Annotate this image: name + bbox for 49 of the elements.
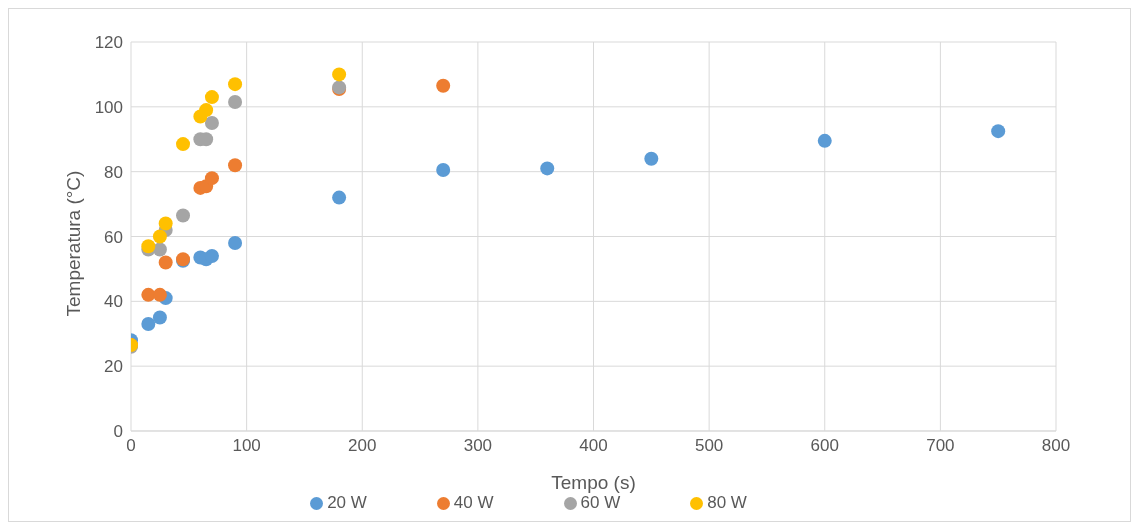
point — [204, 248, 219, 263]
y-tick-label: 20 — [104, 357, 123, 377]
legend-label: 20 W — [327, 493, 367, 512]
y-tick-label: 60 — [104, 227, 123, 247]
point — [141, 287, 156, 302]
x-tick-label: 800 — [1041, 436, 1071, 456]
legend-label: 40 W — [453, 493, 494, 512]
point — [228, 158, 243, 173]
point — [199, 103, 214, 118]
y-tick-label: 80 — [104, 162, 123, 182]
x-tick-label: 600 — [810, 436, 839, 456]
point — [436, 78, 451, 93]
x-tick-label: 100 — [232, 436, 261, 456]
point — [817, 133, 832, 148]
point — [152, 229, 167, 244]
point — [158, 255, 173, 270]
x-tick-label: 0 — [126, 436, 136, 456]
point — [644, 151, 659, 166]
point — [436, 163, 451, 178]
point — [228, 235, 243, 250]
point — [540, 161, 555, 176]
point — [152, 242, 167, 257]
x-tick-label: 300 — [463, 436, 493, 456]
point — [204, 116, 219, 131]
point — [332, 67, 347, 82]
x-tick-label: 500 — [694, 436, 724, 456]
point — [991, 124, 1006, 139]
point — [152, 310, 167, 325]
point — [204, 90, 219, 105]
point — [332, 190, 347, 205]
x-tick-label: 200 — [348, 436, 377, 456]
x-tick-label: 400 — [579, 436, 608, 456]
point — [176, 137, 191, 152]
legend-label: 60 W — [580, 493, 621, 512]
point — [176, 208, 191, 223]
y-tick-label: 40 — [104, 292, 123, 312]
x-tick-label: 700 — [926, 436, 955, 456]
y-tick-label: 0 — [113, 422, 123, 442]
point — [204, 171, 219, 186]
y-tick-label: 120 — [94, 33, 123, 53]
y-tick-label: 100 — [94, 97, 123, 117]
legend-label: 80 W — [707, 493, 747, 512]
x-axis-title: Tempo (s) — [551, 472, 636, 493]
point — [228, 77, 243, 92]
point — [158, 216, 173, 231]
y-axis-title: Temperatura (°C) — [62, 170, 84, 317]
point — [152, 287, 167, 302]
point — [228, 94, 243, 109]
point — [141, 317, 156, 332]
